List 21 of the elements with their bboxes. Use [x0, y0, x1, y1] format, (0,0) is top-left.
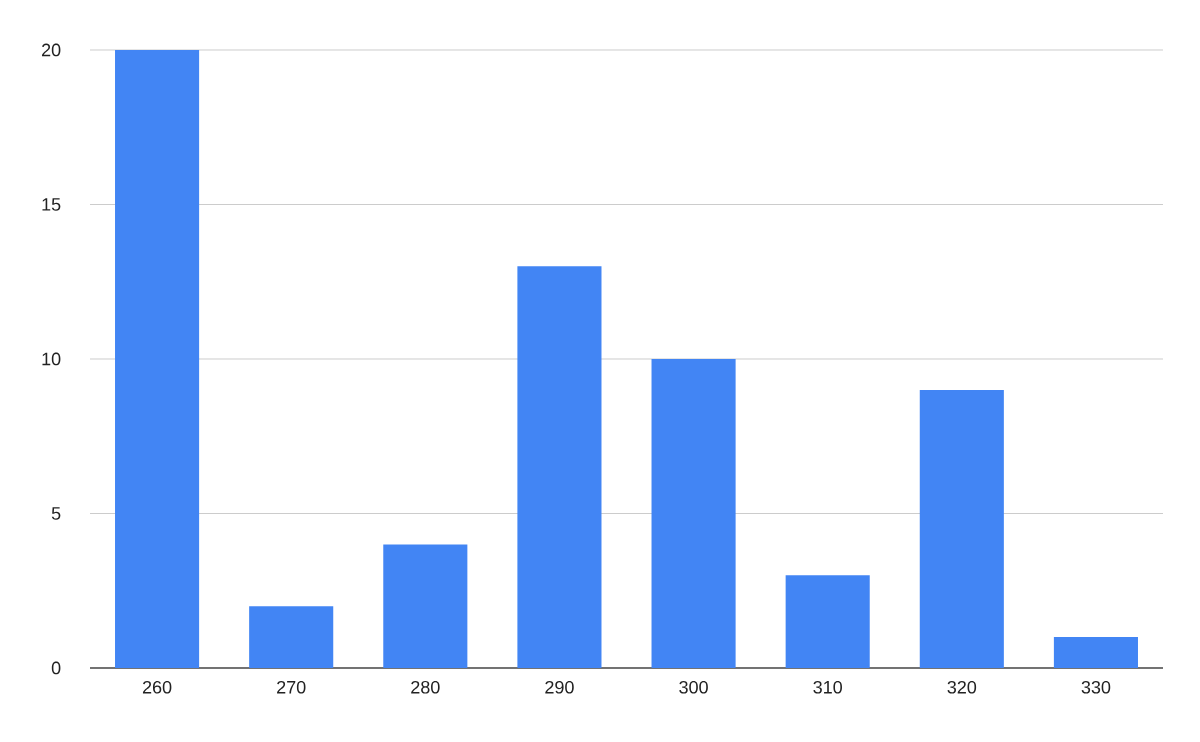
bar [115, 49, 200, 668]
y-tick-label: 5 [51, 507, 61, 520]
x-tick-label: 320 [947, 680, 977, 694]
y-tick-label: 0 [51, 661, 61, 675]
x-tick-label: 290 [545, 680, 574, 694]
x-tick-label: 310 [813, 680, 842, 694]
bar [1053, 637, 1138, 668]
x-tick-label: 300 [679, 680, 708, 694]
y-tick-label: 10 [42, 352, 61, 366]
bar [249, 606, 334, 668]
bar [785, 575, 870, 668]
x-tick-label: 260 [142, 680, 172, 694]
y-tick-label: 15 [42, 198, 61, 211]
bar [919, 389, 1004, 668]
x-tick-label: 280 [411, 680, 440, 694]
x-tick-label: 270 [277, 680, 306, 694]
y-tick-label: 20 [42, 43, 61, 57]
bar [383, 544, 468, 668]
bar [651, 358, 736, 668]
x-tick-label: 330 [1081, 680, 1111, 694]
bar [517, 266, 602, 668]
